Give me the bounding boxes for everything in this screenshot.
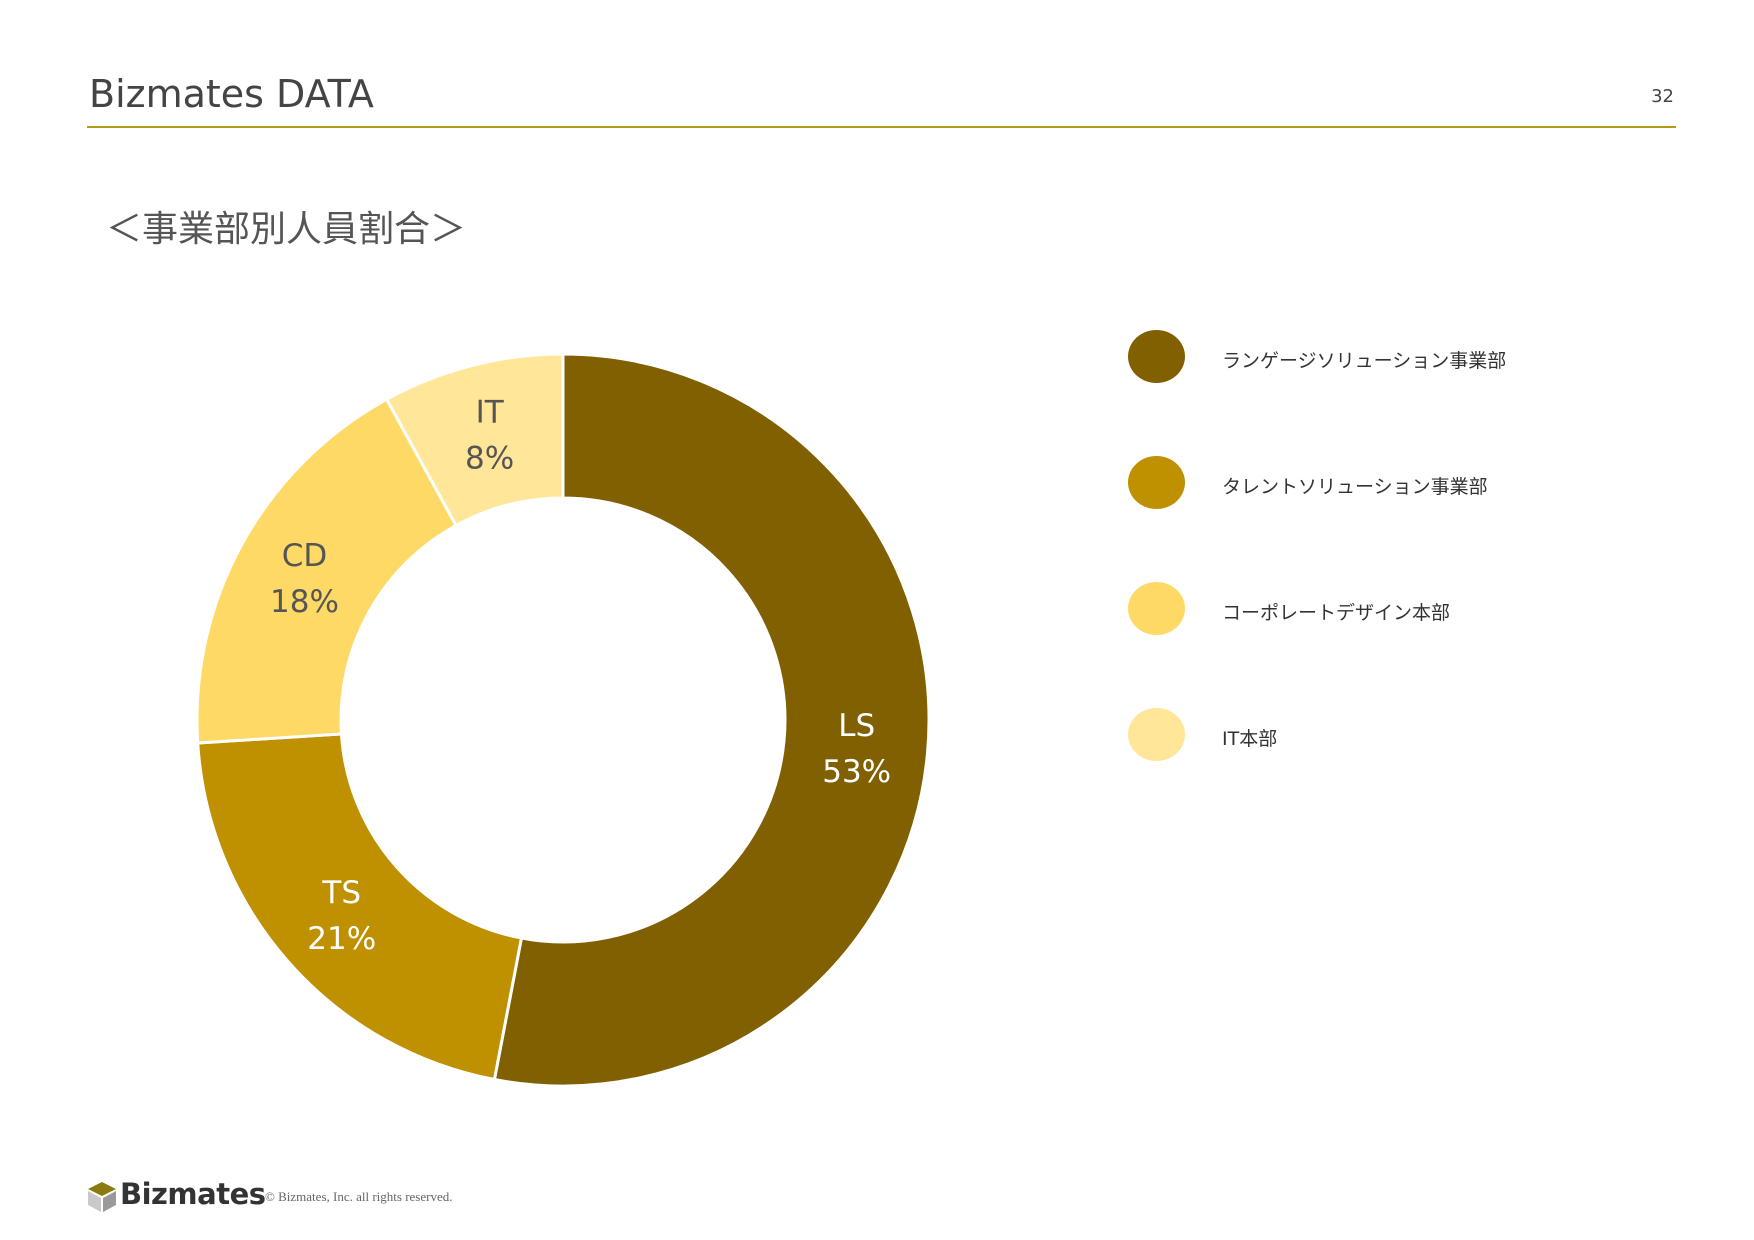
legend-swatch xyxy=(1128,456,1185,509)
legend-swatch xyxy=(1128,330,1185,383)
page-number: 32 xyxy=(1651,86,1674,107)
section-heading: ＜事業部別人員割合＞ xyxy=(106,209,467,250)
title-divider xyxy=(87,126,1676,128)
slice-value-cd: 18% xyxy=(270,584,339,620)
legend-label: ランゲージソリューション事業部 xyxy=(1222,350,1507,372)
slice-value-it: 8% xyxy=(465,440,514,476)
slice-value-ls: 53% xyxy=(822,754,891,790)
logo-text: Bizmates xyxy=(120,1177,266,1211)
donut-slice-ls xyxy=(492,352,931,1088)
slice-value-ts: 21% xyxy=(307,921,376,957)
legend-label: IT本部 xyxy=(1222,728,1278,750)
slice-label-ts: TS xyxy=(321,875,361,911)
legend-label: タレントソリューション事業部 xyxy=(1222,476,1488,498)
copyright: © Bizmates, Inc. all rights reserved. xyxy=(265,1189,453,1204)
donut-slice-ts xyxy=(196,732,524,1082)
donut-slice-cd xyxy=(195,397,459,745)
legend-label: コーポレートデザイン本部 xyxy=(1222,602,1451,624)
bizmates-logo-icon xyxy=(88,1182,116,1212)
legend-swatch xyxy=(1128,582,1185,635)
footer-logo: Bizmates xyxy=(87,1177,266,1213)
donut-slice-it xyxy=(384,352,565,528)
slice-label-cd: CD xyxy=(282,538,328,574)
slice-label-it: IT xyxy=(476,394,505,430)
slice-label-ls: LS xyxy=(838,708,875,744)
legend-swatch xyxy=(1128,708,1185,761)
slide-title: Bizmates DATA xyxy=(89,72,374,116)
